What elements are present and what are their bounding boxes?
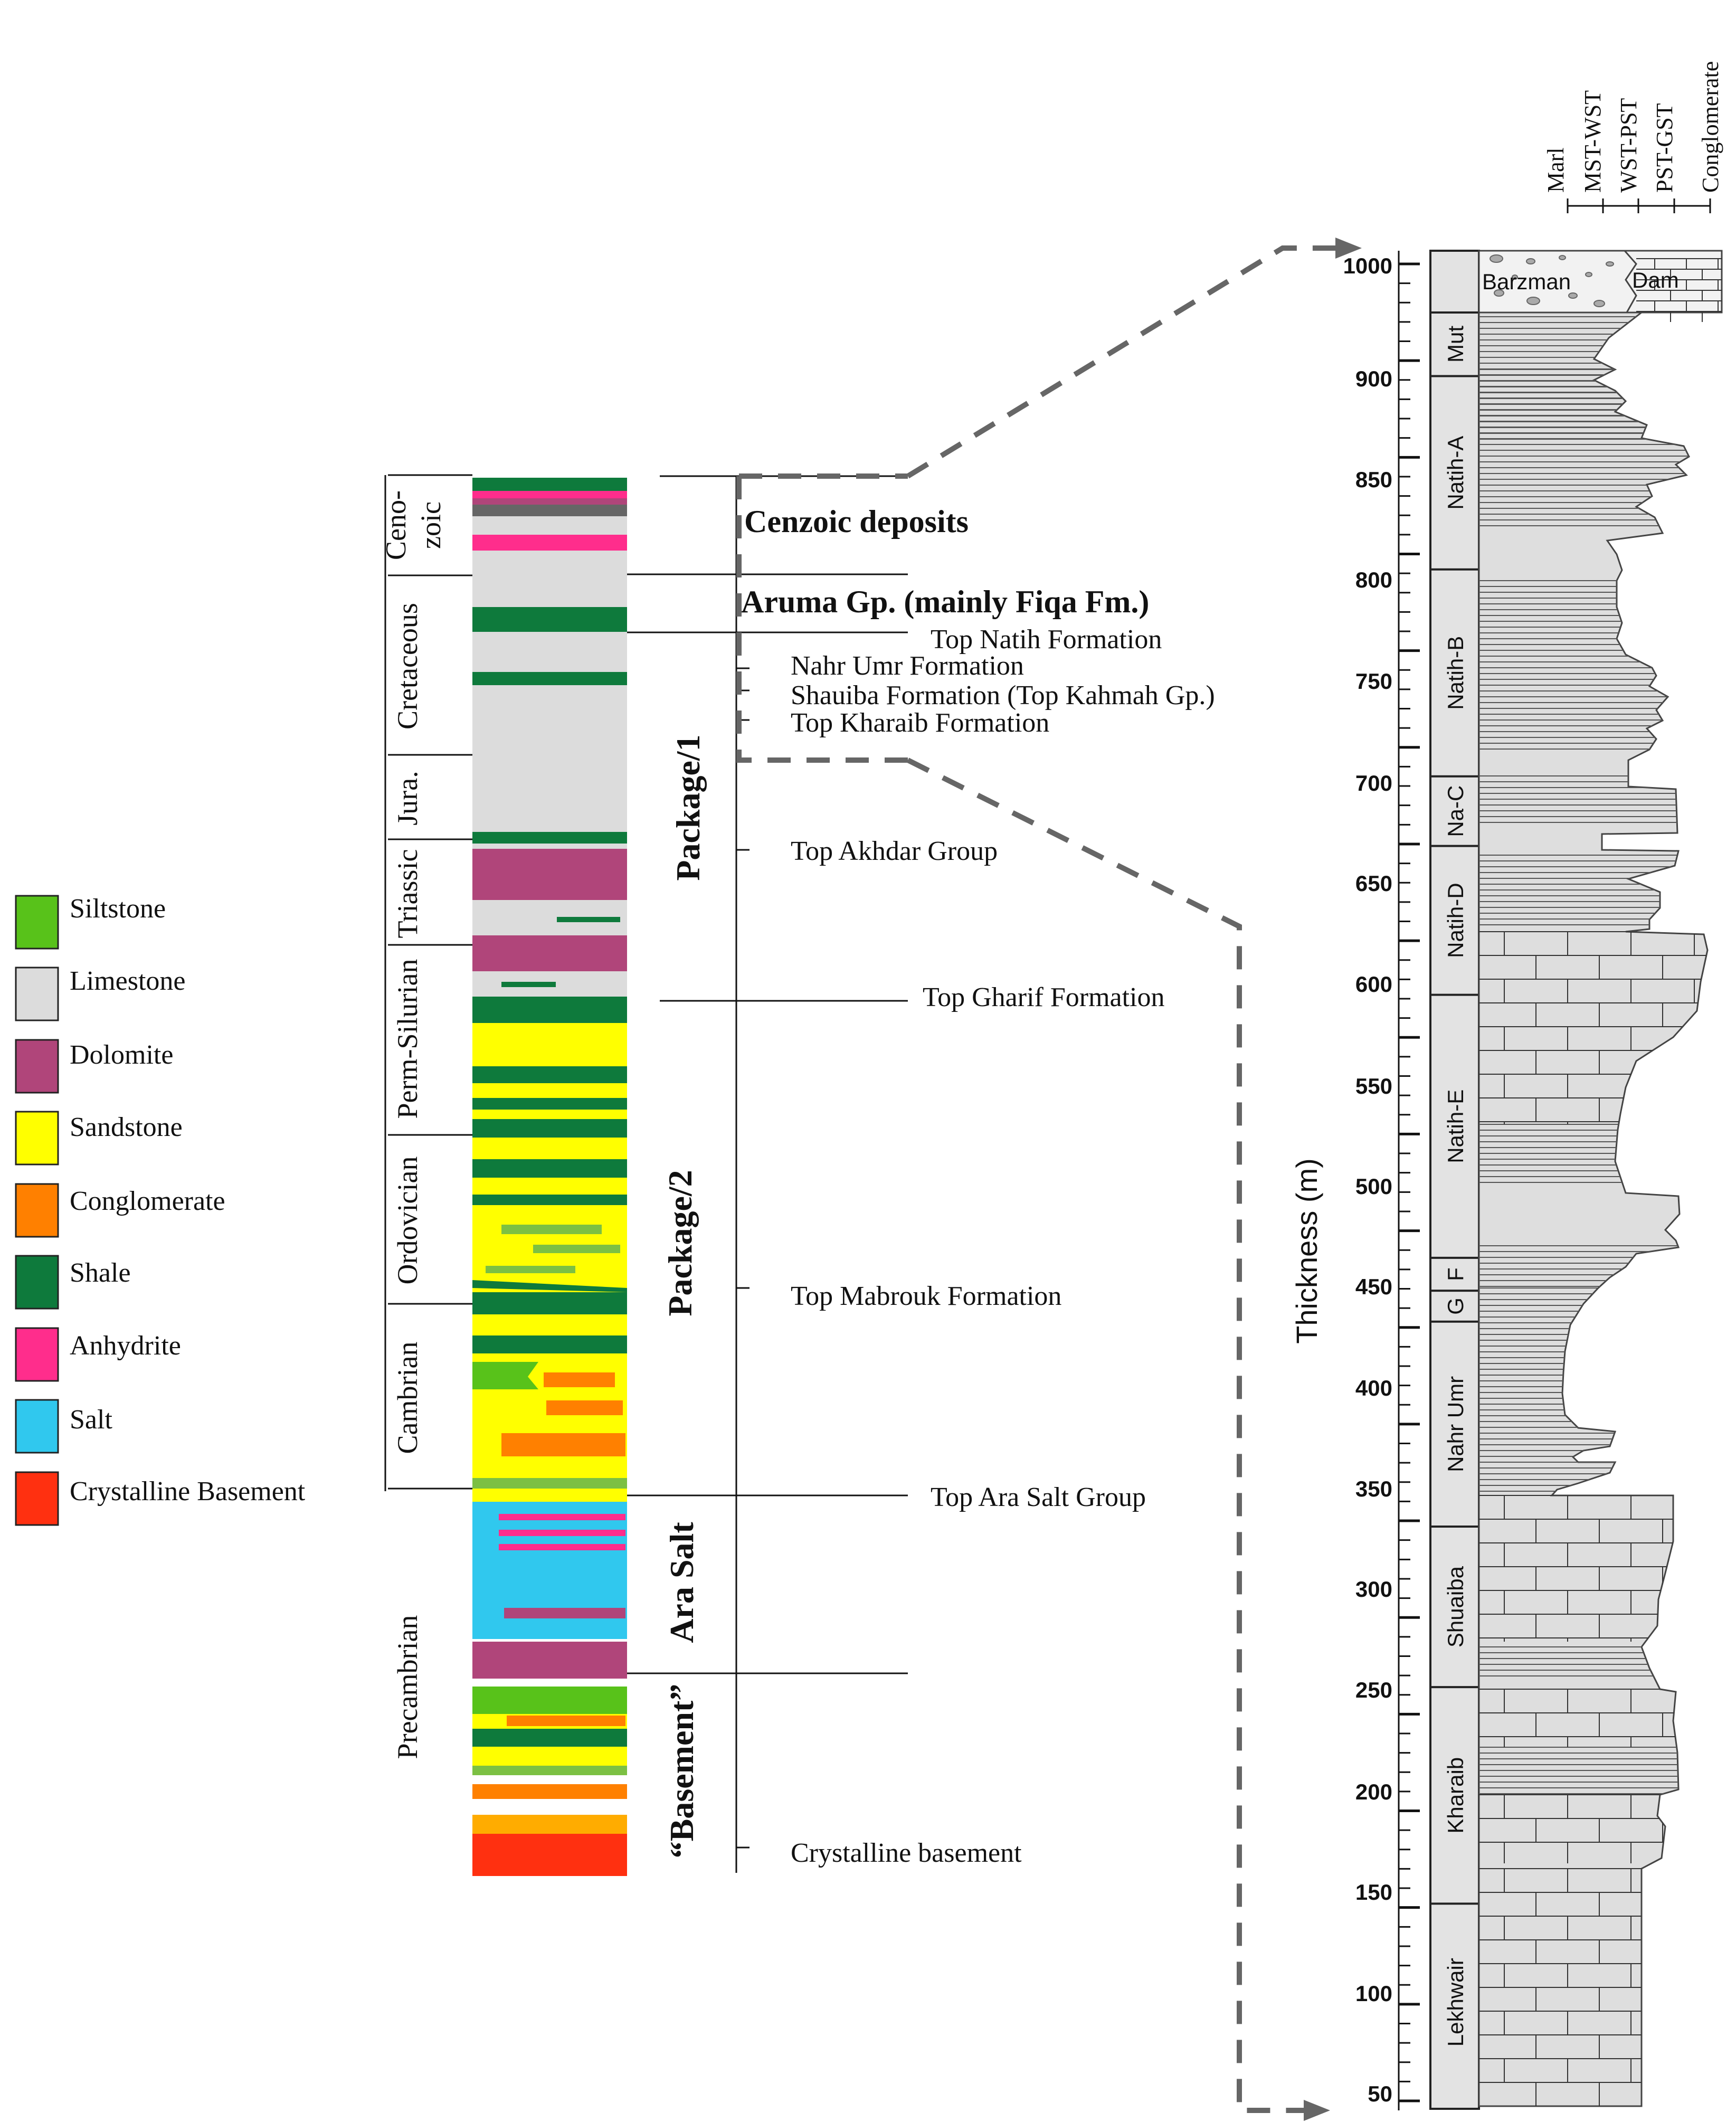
tick-label: 500 (1355, 1174, 1392, 1199)
unit-label: Natih-B (1443, 636, 1468, 710)
aruma-callout: Aruma Gp. (mainly Fiqa Fm.) (741, 584, 1149, 619)
era-label: Cambrian (392, 1342, 423, 1454)
unit-label: Kharaib (1443, 1757, 1468, 1834)
env-header: WST-PST (1616, 98, 1642, 193)
marker-label: Top Gharif Formation (923, 982, 1165, 1012)
era-label: zoic (415, 501, 447, 549)
axis-title: Thickness (m) (1290, 1158, 1323, 1344)
tick-label: 800 (1355, 567, 1392, 592)
marker-label: Top Kharaib Formation (791, 708, 1049, 738)
legend-swatch-salt (15, 1399, 59, 1454)
unit-label: Na-C (1443, 785, 1468, 837)
era-label: Jura. (392, 771, 423, 825)
tick-label: 1000 (1343, 253, 1392, 278)
legend-swatch-sandstone (15, 1111, 59, 1166)
env-header: PST-GST (1652, 103, 1677, 193)
axis-minor-ticks (1399, 282, 1410, 2082)
zoom-connector (736, 238, 1362, 2121)
package-label: Package/1 (669, 734, 707, 880)
legend-label: Shale (70, 1258, 131, 1288)
lithology-column (472, 478, 627, 1876)
marker-label: Shauiba Formation (Top Kahmah Gp.) (791, 680, 1215, 711)
unit-label: F (1443, 1267, 1468, 1281)
marker-label: Top Mabrouk Formation (791, 1281, 1061, 1311)
tick-label: 150 (1355, 1880, 1392, 1905)
legend-label: Siltstone (70, 894, 166, 924)
legend-label: Dolomite (70, 1040, 173, 1070)
facies-barzman: Barzman (1482, 269, 1571, 294)
marker-label: Crystalline basement (791, 1838, 1022, 1868)
environment-headers: Marl MST-WST WST-PST PST-GST Conglomerat… (1543, 61, 1723, 213)
legend-label: Conglomerate (70, 1186, 225, 1216)
callouts: Cenzoic deposits Aruma Gp. (mainly Fiqa … (741, 504, 1149, 619)
marker-label: Top Ara Salt Group (931, 1482, 1146, 1512)
lithologic-profile: Barzman Dam (1478, 250, 1723, 2107)
era-label: Perm-Silurian (392, 959, 423, 1119)
legend-label: Anhydrite (70, 1331, 181, 1361)
tick-label: 650 (1355, 871, 1392, 896)
tick-label: 550 (1355, 1074, 1392, 1098)
era-column: Ceno- zoic Cretaceous Jura. Triassic Per… (380, 474, 623, 1759)
unit-label: G (1443, 1297, 1468, 1315)
legend-swatch-shale (15, 1255, 59, 1310)
dam-limestone-pattern (1636, 258, 1722, 322)
tick-label: 600 (1355, 972, 1392, 997)
tick-label: 250 (1355, 1678, 1392, 1702)
tick-label: 200 (1355, 1779, 1392, 1804)
axis-tick-labels: 1000 900 850 800 750 700 650 600 550 500… (1343, 253, 1392, 2106)
unit-label: Natih-D (1443, 883, 1468, 958)
unit-label: Shuaiba (1443, 1566, 1468, 1647)
legend-swatch-conglomerate (15, 1183, 59, 1238)
tick-label: 900 (1355, 366, 1392, 391)
era-label: Triassic (392, 849, 423, 938)
tick-label: 400 (1355, 1376, 1392, 1400)
unit-column: Mut Natih-A Natih-B Na-C Natih-D Natih-E F G Nah… (1430, 311, 1479, 2047)
legend-swatch-dolomite (15, 1039, 59, 1094)
package-labels: Package/1 Package/2 Ara Salt “Basement” (661, 734, 707, 1858)
legend-label: Limestone (70, 966, 186, 996)
legend-swatch-limestone (15, 967, 59, 1021)
legend: Siltstone Limestone Dolomite Sandstone C… (15, 894, 306, 1526)
env-header: Conglomerate (1697, 61, 1723, 193)
legend-label: Crystalline Basement (70, 1476, 306, 1507)
facies-dam: Dam (1632, 268, 1679, 292)
legend-label: Sandstone (70, 1112, 183, 1142)
marker-label: Nahr Umr Formation (791, 651, 1024, 681)
era-label: Ordovician (392, 1157, 423, 1285)
env-header: Marl (1543, 147, 1569, 193)
axis-major-ticks (1399, 262, 1420, 2102)
era-label: Ceno- (380, 490, 412, 560)
legend-label: Salt (70, 1405, 112, 1435)
unit-label: Lekhwair (1443, 1958, 1468, 2047)
package-label: “Basement” (663, 1684, 700, 1859)
marker-label: Top Akhdar Group (791, 836, 998, 866)
tick-label: 450 (1355, 1274, 1392, 1299)
detail-log: Thickness (m) 1000 900 850 800 750 700 6… (1290, 61, 1723, 2110)
tick-label: 50 (1368, 2081, 1392, 2106)
era-label: Cretaceous (392, 603, 423, 730)
tick-label: 300 (1355, 1577, 1392, 1602)
era-label: Precambrian (392, 1615, 423, 1759)
formation-markers: Top Natih Formation Nahr Umr Formation S… (791, 624, 1215, 1868)
legend-swatch-anhydrite (15, 1327, 59, 1382)
unit-label: Natih-E (1443, 1090, 1468, 1163)
marker-label: Top Natih Formation (931, 624, 1162, 655)
unit-label: Mut (1443, 326, 1468, 363)
unit-label: Natih-A (1443, 436, 1468, 510)
tick-label: 750 (1355, 669, 1392, 694)
tick-label: 100 (1355, 1981, 1392, 2006)
cenozoic-callout: Cenzoic deposits (744, 504, 969, 539)
package-label: Ara Salt (663, 1522, 700, 1643)
env-header: MST-WST (1580, 90, 1606, 193)
tick-label: 700 (1355, 771, 1392, 795)
unit-label: Nahr Umr (1443, 1376, 1468, 1472)
tick-label: 350 (1355, 1476, 1392, 1501)
legend-swatch-crystalline-basement (15, 1471, 59, 1526)
legend-swatch-siltstone (15, 895, 59, 950)
package-label: Package/2 (661, 1170, 699, 1316)
tick-label: 850 (1355, 467, 1392, 492)
